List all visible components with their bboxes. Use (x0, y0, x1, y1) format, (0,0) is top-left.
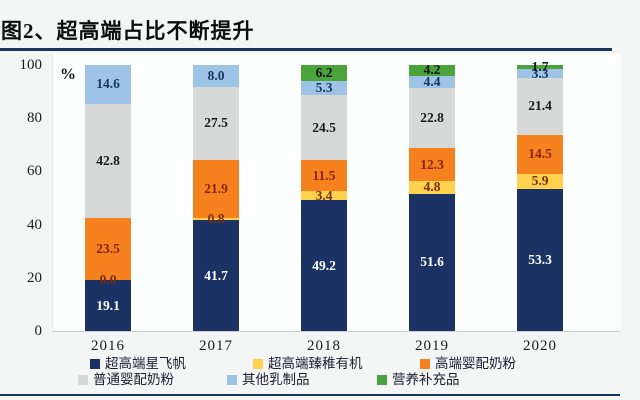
data-label-2017-segment-0: 41.7 (204, 267, 228, 283)
data-label-2020-segment-0: 53.3 (528, 252, 552, 268)
bottom-divider (0, 394, 620, 396)
y-tick-100: 100 (19, 57, 43, 73)
legend-swatch-icon (227, 375, 237, 385)
data-label-2017-segment-1: 0.8 (207, 211, 225, 226)
bar-2018-segment-2 (301, 160, 347, 192)
title-underline (0, 48, 612, 51)
data-label-2018-segment-4: 5.3 (315, 80, 333, 96)
figure-title: 图2、超高端占比不断提升 (1, 19, 255, 43)
bar-2017-segment-3 (193, 86, 239, 160)
data-label-2018-segment-1: 3.4 (315, 187, 333, 203)
data-label-2020-segment-2: 14.5 (528, 146, 552, 162)
bar-2020-segment-5 (517, 64, 563, 70)
data-label-2017-segment-2: 21.9 (204, 180, 228, 196)
bar-2017-segment-1 (193, 217, 239, 221)
legend-label: 超高端星飞帆 (105, 356, 186, 371)
data-label-2016-segment-0: 19.1 (96, 297, 120, 313)
data-label-2020-segment-5: 1.7 (531, 58, 549, 74)
data-label-2019-segment-2: 12.3 (420, 156, 444, 172)
bar-2019-segment-1 (409, 180, 455, 194)
legend-swatch-icon (253, 359, 263, 369)
data-label-2018-segment-2: 11.5 (312, 167, 336, 183)
legend-label: 营养补充品 (392, 372, 460, 387)
bar-2019-segment-4 (409, 75, 455, 88)
y-tick-20: 20 (27, 269, 42, 286)
bar-2016-segment-3 (85, 103, 131, 218)
data-label-2019-segment-3: 22.8 (420, 109, 444, 125)
legend-label: 高端婴配奶粉 (435, 356, 516, 371)
bar-2018-segment-4 (301, 81, 347, 96)
data-label-2018-segment-5: 6.2 (315, 64, 333, 80)
data-label-2017-segment-3: 27.5 (204, 115, 228, 131)
legend-swatch-icon (90, 359, 100, 369)
x-tick-2020: 2020 (523, 338, 557, 354)
bar-2020-segment-0 (517, 189, 563, 331)
bar-2018-segment-3 (301, 95, 347, 161)
legend-swatch-icon (78, 375, 88, 385)
y-tick-40: 40 (27, 216, 42, 233)
bar-2017-segment-0 (193, 220, 239, 331)
bar-2018-segment-1 (301, 191, 347, 201)
bar-2020-segment-3 (517, 78, 563, 135)
bar-2018-segment-5 (301, 64, 347, 82)
bar-2020-segment-2 (517, 134, 563, 174)
bar-2016-segment-2 (85, 217, 131, 281)
data-label-2019-segment-0: 51.6 (420, 254, 444, 270)
bar-2020-segment-1 (517, 173, 563, 190)
data-label-2016-segment-1: 0.0 (99, 272, 117, 288)
x-tick-2017: 2017 (199, 338, 233, 354)
legend-swatch-icon (377, 375, 387, 385)
bar-2017-segment-4 (193, 65, 239, 87)
data-label-2019-segment-1: 4.8 (423, 179, 441, 195)
legend-label: 超高端臻稚有机 (268, 356, 363, 371)
y-axis-unit-label: % (60, 66, 76, 83)
data-label-2018-segment-0: 49.2 (312, 257, 336, 273)
bar-2019-segment-0 (409, 193, 455, 331)
data-label-2020-segment-3: 21.4 (528, 98, 552, 114)
legend-label: 其他乳制品 (242, 372, 310, 387)
bar-2019-segment-5 (409, 64, 455, 76)
data-label-2016-segment-4: 14.6 (96, 76, 120, 92)
data-label-2016-segment-2: 23.5 (96, 240, 120, 256)
bar-2016-segment-0 (85, 280, 131, 331)
data-label-2018-segment-3: 24.5 (312, 119, 336, 135)
x-tick-2019: 2019 (415, 338, 449, 354)
data-label-2017-segment-4: 8.0 (207, 67, 225, 83)
bar-2016-segment-4 (85, 65, 131, 104)
x-axis-line (52, 331, 620, 332)
x-tick-2018: 2018 (307, 338, 341, 354)
bar-2019-segment-2 (409, 148, 455, 181)
x-tick-2016: 2016 (91, 338, 125, 354)
data-label-2020-segment-4: 3.3 (531, 65, 549, 81)
bar-2020-segment-4 (517, 69, 563, 79)
legend-swatch-icon (420, 359, 430, 369)
y-tick-60: 60 (27, 163, 42, 180)
y-tick-80: 80 (27, 110, 42, 127)
legend-label: 普通婴配奶粉 (93, 372, 174, 387)
data-label-2016-segment-3: 42.8 (96, 152, 120, 168)
bar-2017-segment-2 (193, 159, 239, 218)
y-tick-0: 0 (34, 323, 43, 339)
data-label-2019-segment-4: 4.4 (423, 73, 441, 89)
data-label-2020-segment-1: 5.9 (531, 173, 549, 189)
data-label-2019-segment-5: 4.2 (423, 62, 441, 78)
bar-2019-segment-3 (409, 87, 455, 149)
bar-2018-segment-0 (301, 200, 347, 331)
